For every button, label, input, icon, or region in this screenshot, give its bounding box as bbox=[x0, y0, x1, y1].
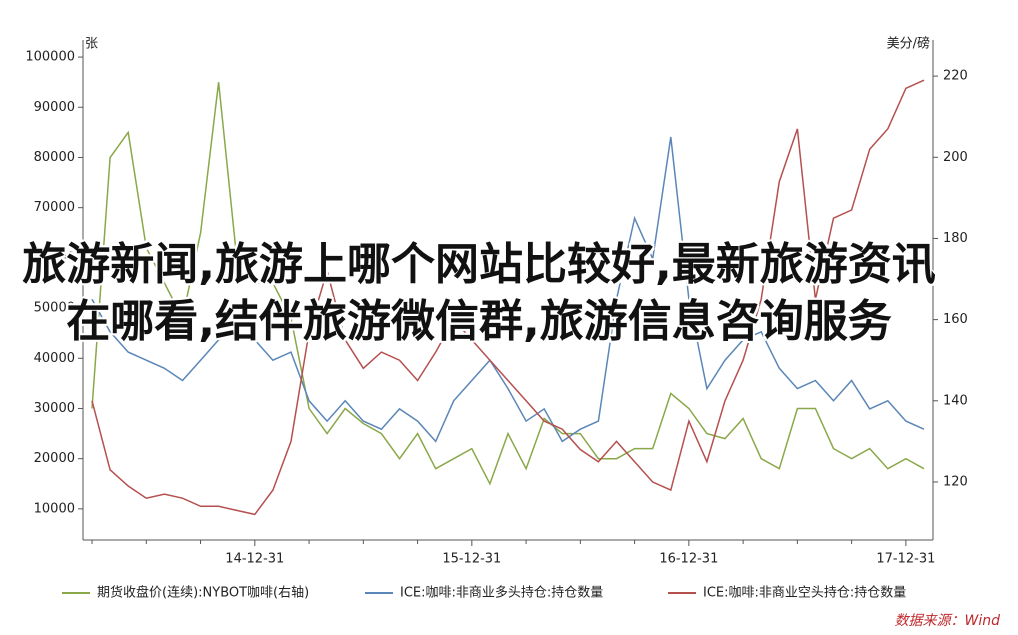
y2-tick-label: 140 bbox=[943, 393, 968, 408]
legend-label: ICE:咖啡:非商业空头持仓:持仓数量 bbox=[703, 586, 906, 601]
source: 数据来源：Wind bbox=[895, 613, 1001, 629]
y2-tick-label: 160 bbox=[943, 312, 968, 327]
x-tick-label: 14-12-31 bbox=[225, 552, 284, 567]
x-tick-label: 15-12-31 bbox=[442, 552, 501, 567]
series-line bbox=[91, 136, 925, 443]
y-tick-label: 20000 bbox=[34, 451, 75, 466]
y-tick-label: 80000 bbox=[34, 150, 75, 165]
y-tick-label: 10000 bbox=[34, 501, 75, 516]
y-tick-label: 90000 bbox=[34, 100, 75, 115]
y2-tick-label: 220 bbox=[943, 69, 968, 84]
y-axis-label: 张 bbox=[85, 37, 98, 52]
y-tick-label: 50000 bbox=[34, 301, 75, 316]
x-tick-label: 16-12-31 bbox=[659, 552, 718, 567]
x-tick-label: 17-12-31 bbox=[876, 552, 935, 567]
y-tick-label: 100000 bbox=[25, 50, 75, 65]
y-tick-label: 40000 bbox=[34, 351, 75, 366]
y2-axis-label: 美分/磅 bbox=[887, 36, 930, 52]
series-line bbox=[91, 82, 925, 486]
y-tick-label: 30000 bbox=[34, 401, 75, 416]
y2-tick-label: 180 bbox=[943, 231, 968, 246]
legend-label: ICE:咖啡:非商业多头持仓:持仓数量 bbox=[400, 585, 603, 601]
y-tick-label: 60000 bbox=[34, 250, 75, 265]
legend-label: 期货收盘价(连续):NYBOT咖啡(右轴) bbox=[97, 585, 309, 601]
y2-tick-label: 200 bbox=[943, 150, 968, 165]
overlay-title: 旅游新闻,旅游上哪个网站比较好,最新旅游资讯在哪看,结伴旅游微信群,旅游信息咨询… bbox=[22, 239, 936, 347]
y2-tick-label: 120 bbox=[943, 474, 968, 489]
y-tick-label: 70000 bbox=[34, 200, 75, 215]
series-line bbox=[91, 79, 925, 516]
